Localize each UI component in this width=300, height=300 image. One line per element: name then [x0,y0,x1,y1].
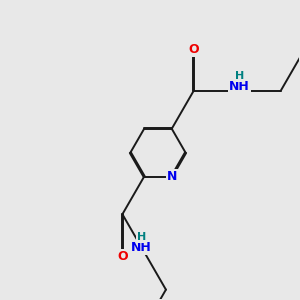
Text: O: O [188,43,199,56]
Text: N: N [167,170,177,183]
Text: H: H [137,232,146,242]
Text: H: H [235,71,244,81]
Text: NH: NH [131,241,152,254]
Text: NH: NH [229,80,250,93]
Text: O: O [117,250,128,263]
